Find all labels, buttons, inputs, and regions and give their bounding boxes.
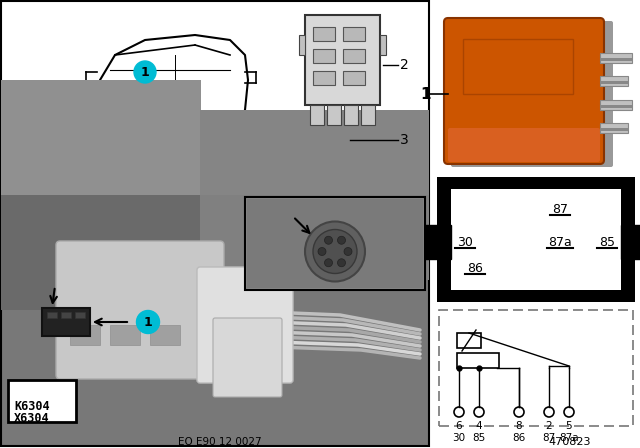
Bar — [600, 123, 628, 133]
Bar — [8, 380, 76, 422]
Bar — [110, 325, 140, 345]
Text: 1: 1 — [141, 65, 149, 78]
Bar — [457, 333, 481, 348]
Bar — [425, 225, 451, 259]
Bar — [47, 312, 57, 318]
Text: 2: 2 — [400, 58, 409, 72]
FancyBboxPatch shape — [448, 128, 600, 162]
Bar — [600, 100, 632, 110]
Bar — [451, 189, 621, 290]
Text: K6304: K6304 — [14, 400, 50, 413]
FancyBboxPatch shape — [197, 267, 293, 383]
Bar — [305, 15, 380, 105]
Bar — [457, 353, 499, 368]
Circle shape — [324, 236, 333, 244]
Bar — [343, 49, 365, 63]
Text: 1: 1 — [420, 86, 431, 102]
FancyBboxPatch shape — [444, 18, 604, 164]
Text: 2: 2 — [546, 421, 552, 431]
Bar — [380, 35, 386, 55]
Text: 87a: 87a — [559, 433, 579, 443]
Bar — [600, 105, 632, 108]
Bar — [361, 105, 375, 125]
Bar — [310, 105, 324, 125]
Bar — [327, 105, 341, 125]
Bar — [150, 325, 180, 345]
Text: 4: 4 — [476, 421, 483, 431]
Text: 470823: 470823 — [548, 437, 591, 447]
Bar — [439, 310, 633, 426]
Circle shape — [305, 221, 365, 281]
Text: EO E90 12 0027: EO E90 12 0027 — [178, 437, 262, 447]
Circle shape — [313, 229, 357, 273]
Text: 8: 8 — [516, 421, 522, 431]
FancyBboxPatch shape — [213, 318, 282, 397]
Text: 85: 85 — [472, 433, 486, 443]
Text: 30: 30 — [457, 236, 473, 249]
Bar — [42, 308, 90, 336]
Bar — [313, 27, 335, 41]
Bar — [600, 76, 628, 86]
Bar — [1, 1, 429, 193]
Bar — [437, 177, 635, 302]
Bar — [1, 195, 429, 446]
Bar — [247, 199, 423, 288]
Text: 30: 30 — [452, 433, 465, 443]
Text: 87a: 87a — [548, 236, 572, 249]
Bar — [343, 27, 365, 41]
Text: X6304: X6304 — [14, 412, 50, 425]
Circle shape — [337, 259, 346, 267]
Text: 85: 85 — [599, 236, 615, 249]
Bar — [600, 58, 632, 61]
Bar — [61, 312, 71, 318]
Bar — [245, 197, 425, 290]
Bar — [200, 113, 429, 280]
Circle shape — [136, 310, 159, 333]
Text: 3: 3 — [400, 133, 409, 147]
Text: 5: 5 — [566, 421, 572, 431]
Circle shape — [337, 236, 346, 244]
Bar — [330, 134, 348, 146]
Bar — [75, 312, 85, 318]
Circle shape — [344, 247, 352, 255]
Bar — [344, 105, 358, 125]
FancyBboxPatch shape — [56, 241, 224, 379]
Bar — [343, 71, 365, 85]
Bar — [1, 80, 201, 195]
Bar — [313, 49, 335, 63]
Bar — [1, 110, 201, 310]
Bar — [600, 81, 628, 84]
FancyBboxPatch shape — [451, 21, 613, 167]
Text: 86: 86 — [513, 433, 525, 443]
Text: 87: 87 — [552, 202, 568, 215]
Bar — [313, 71, 335, 85]
Bar — [463, 39, 573, 94]
Circle shape — [134, 61, 156, 83]
Text: 86: 86 — [467, 262, 483, 275]
Bar — [600, 128, 628, 131]
Bar — [299, 35, 305, 55]
Bar — [200, 110, 429, 195]
Circle shape — [324, 259, 333, 267]
Bar — [70, 325, 100, 345]
Bar — [621, 225, 640, 259]
Text: 1: 1 — [143, 315, 152, 328]
Text: 6: 6 — [456, 421, 462, 431]
Text: 87: 87 — [542, 433, 556, 443]
Bar — [600, 53, 632, 63]
Circle shape — [318, 247, 326, 255]
